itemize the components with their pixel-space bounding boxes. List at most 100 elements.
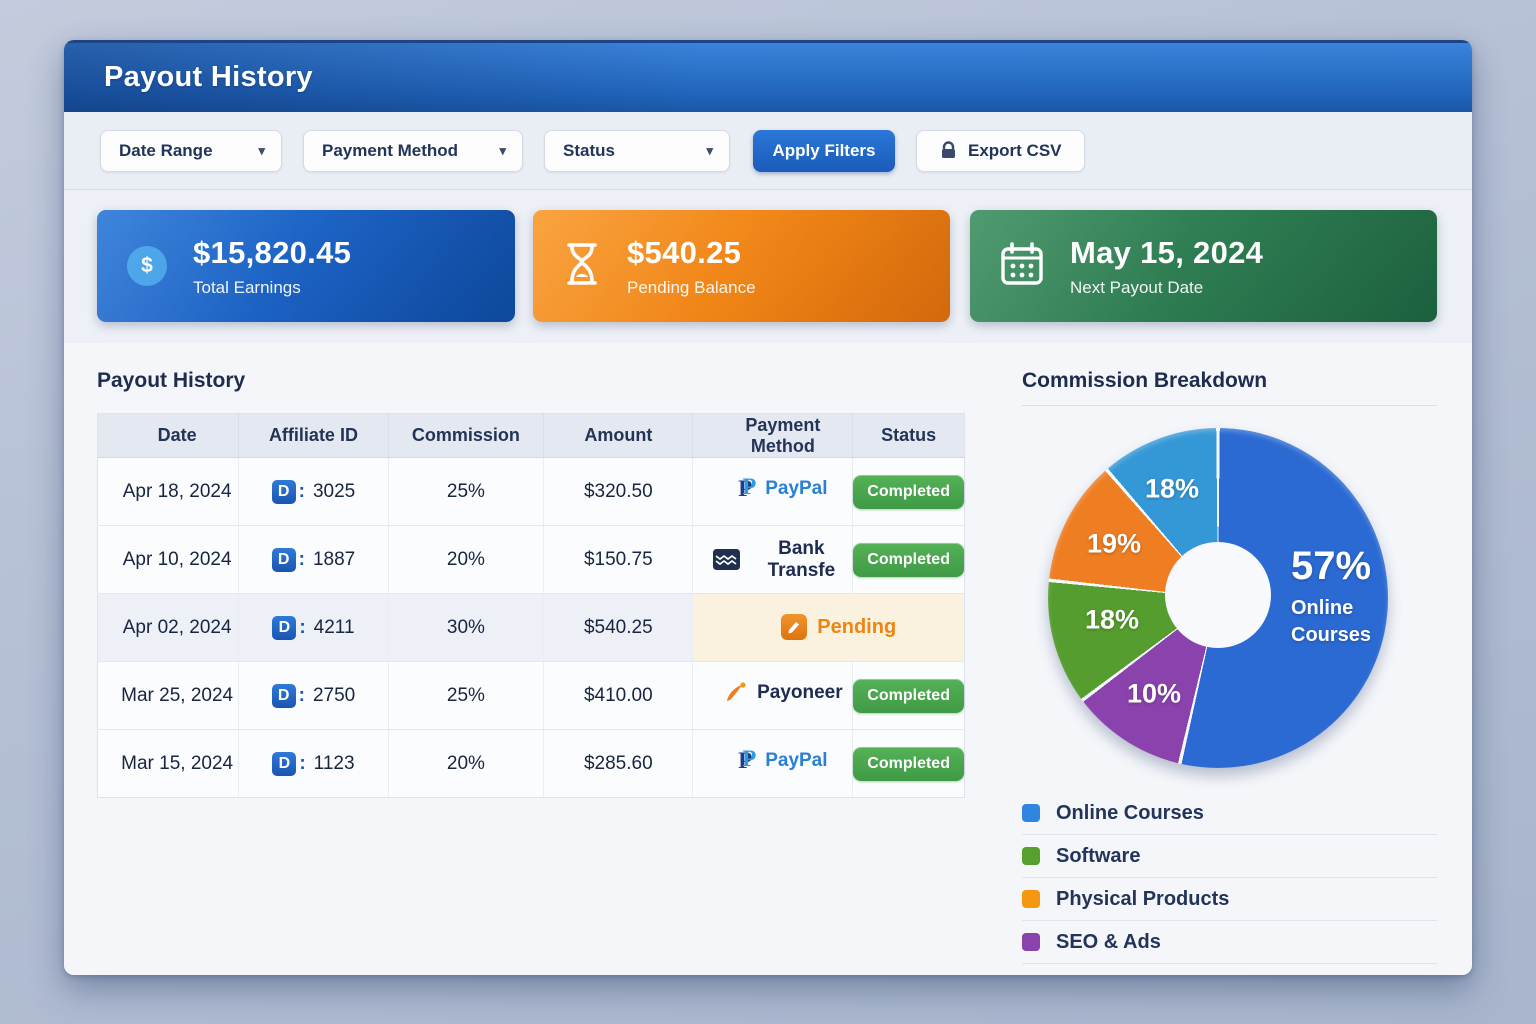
main-content: Payout History Date Affiliate ID Commiss…: [64, 343, 1472, 975]
payment-method-label: Payment Method: [322, 140, 459, 160]
chart-legend: Online Courses Software Physical Product…: [1022, 792, 1437, 964]
payout-history-section: Payout History Date Affiliate ID Commiss…: [97, 369, 965, 975]
affiliate-id-icon: D: [271, 479, 296, 504]
stat-cards: $ $15,820.45 Total Earnings $540.25 Pend…: [64, 190, 1472, 343]
commission-breakdown-heading: Commission Breakdown: [1022, 369, 1268, 392]
legend-item-seo-ads[interactable]: SEO & Ads: [1022, 921, 1437, 964]
next-payout-label: Next Payout Date: [1070, 277, 1204, 297]
pending-icon: [781, 614, 808, 641]
next-payout-card: May 15, 2024 Next Payout Date: [970, 210, 1437, 322]
affiliate-id-icon: D: [271, 683, 296, 708]
payment-method-dropdown[interactable]: Payment Method ▾: [303, 129, 523, 172]
titlebar: Payout History: [64, 40, 1472, 112]
date-range-dropdown[interactable]: Date Range ▾: [100, 129, 282, 172]
affiliate-id-icon: D: [272, 751, 297, 776]
cell-amount: $320.50: [543, 457, 694, 526]
affiliate-id-icon: D: [272, 615, 297, 640]
cell-affiliate-id: D:3025: [271, 479, 355, 504]
cell-pending-status: Pending: [781, 614, 896, 641]
cell-payment-method: Payoneer: [723, 681, 843, 705]
payout-dashboard-window: Payout History Date Range ▾ Payment Meth…: [64, 40, 1472, 975]
payout-table: Date Affiliate ID Commission Amount Paym…: [97, 413, 965, 798]
legend-swatch-blue: [1022, 804, 1040, 822]
dollar-icon: $: [127, 246, 167, 286]
status-badge: Completed: [853, 746, 964, 781]
cell-commission: 25%: [388, 661, 545, 730]
cell-date: Mar 25, 2024: [97, 661, 240, 730]
commission-donut-chart: 18% 19% 18% 10% 57% Online Courses: [1048, 428, 1388, 768]
affiliate-id-icon: D: [271, 547, 296, 572]
cell-commission: 20%: [388, 525, 545, 594]
id-colon: :: [299, 616, 306, 638]
total-earnings-label: Total Earnings: [193, 277, 301, 297]
cell-affiliate-id: D:2750: [271, 683, 355, 708]
filter-bar: Date Range ▾ Payment Method ▾ Status ▾ A…: [64, 112, 1472, 190]
table-header-row: Date Affiliate ID Commission Amount Paym…: [97, 413, 965, 458]
col-header-amount[interactable]: Amount: [543, 413, 694, 458]
lock-icon: [939, 141, 958, 160]
cell-affiliate-id: D:1887: [271, 547, 355, 572]
export-csv-button[interactable]: Export CSV: [916, 129, 1085, 172]
chevron-down-icon: ▾: [706, 142, 713, 158]
col-header-affiliate-id[interactable]: Affiliate ID: [238, 413, 389, 458]
status-dropdown[interactable]: Status ▾: [544, 129, 730, 172]
chevron-down-icon: ▾: [258, 142, 265, 158]
pending-balance-value: $540.25: [627, 234, 742, 270]
payoneer-icon: [723, 681, 747, 705]
apply-filters-button[interactable]: Apply Filters: [753, 129, 895, 172]
id-colon: :: [298, 548, 305, 570]
date-range-label: Date Range: [119, 140, 213, 160]
payout-history-heading: Payout History: [97, 369, 246, 392]
table-row[interactable]: Apr 02, 2024 D:4211 30% $540.25 Pending: [97, 593, 965, 662]
cell-amount: $410.00: [543, 661, 694, 730]
cell-amount: $540.25: [543, 593, 694, 662]
donut-hole: [1165, 541, 1271, 648]
cell-date: Apr 10, 2024: [97, 525, 240, 594]
legend-swatch-green: [1022, 847, 1040, 865]
col-header-commission[interactable]: Commission: [388, 413, 545, 458]
legend-swatch-orange: [1022, 890, 1040, 908]
cell-affiliate-id: D:4211: [272, 615, 355, 640]
legend-item-online-courses[interactable]: Online Courses: [1022, 792, 1437, 835]
status-label: Status: [563, 140, 615, 160]
cell-payment-method: Bank Transfe: [713, 538, 852, 582]
cell-commission: 20%: [388, 729, 545, 798]
legend-item-software[interactable]: Software: [1022, 835, 1437, 878]
cell-affiliate-id: D:1123: [272, 751, 355, 776]
next-payout-value: May 15, 2024: [1070, 234, 1264, 270]
commission-breakdown-section: Commission Breakdown 18% 19% 18% 10% 57%…: [1022, 369, 1437, 975]
pending-balance-card: $540.25 Pending Balance: [533, 210, 950, 322]
status-badge: Completed: [853, 542, 964, 577]
export-csv-label: Export CSV: [968, 140, 1062, 160]
table-row[interactable]: Mar 15, 2024 D:1123 20% $285.60 P P PayPal…: [97, 729, 965, 798]
col-header-status[interactable]: Status: [852, 413, 965, 458]
table-row[interactable]: Apr 18, 2024 D:3025 25% $320.50 P P PayPal…: [97, 457, 965, 526]
col-header-date[interactable]: Date: [97, 413, 240, 458]
bank-transfer-icon: [713, 549, 741, 570]
table-row[interactable]: Mar 25, 2024 D:2750 25% $410.00 Payoneer…: [97, 661, 965, 730]
legend-swatch-purple: [1022, 933, 1040, 951]
hourglass-icon: [563, 241, 601, 292]
cell-amount: $150.75: [543, 525, 694, 594]
pending-balance-label: Pending Balance: [627, 277, 756, 297]
window-title: Payout History: [104, 61, 313, 93]
table-row[interactable]: Apr 10, 2024 D:1887 20% $150.75 Bank Tra…: [97, 525, 965, 594]
chevron-down-icon: ▾: [499, 142, 506, 158]
divider: [1022, 405, 1437, 406]
cell-payment-method: P P PayPal: [738, 473, 828, 501]
status-badge: Completed: [853, 678, 964, 713]
total-earnings-card: $ $15,820.45 Total Earnings: [97, 210, 515, 322]
calendar-icon: [1000, 241, 1044, 292]
total-earnings-value: $15,820.45: [193, 234, 352, 270]
cell-commission: 25%: [388, 457, 545, 526]
col-header-payment-method[interactable]: Payment Method: [692, 413, 854, 458]
cell-commission: 30%: [388, 593, 545, 662]
cell-date: Mar 15, 2024: [97, 729, 240, 798]
id-colon: :: [299, 752, 306, 774]
cell-date: Apr 02, 2024: [97, 593, 240, 662]
id-colon: :: [298, 480, 305, 502]
status-badge: Completed: [853, 474, 964, 509]
legend-item-physical-products[interactable]: Physical Products: [1022, 878, 1437, 921]
